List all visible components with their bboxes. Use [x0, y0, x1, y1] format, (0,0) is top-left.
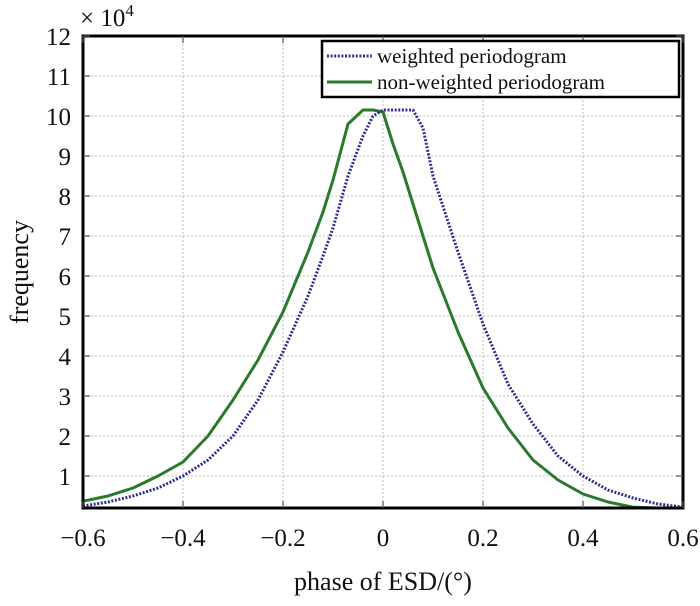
- x-tick-label: 0: [377, 525, 390, 552]
- x-tick-label: 0.4: [567, 525, 599, 552]
- x-axis-title: phase of ESD/(°): [294, 567, 472, 596]
- x-tick-label: 0.6: [667, 525, 698, 552]
- legend-label-non-weighted: non-weighted periodogram: [377, 70, 605, 94]
- x-tick-label: −0.4: [160, 525, 206, 552]
- x-tick-labels: −0.6 −0.4 −0.2 0 0.2 0.4 0.6: [60, 525, 698, 552]
- x-tick-label: 0.2: [467, 525, 498, 552]
- y-tick-label: 5: [59, 304, 72, 331]
- y-tick-label: 8: [59, 184, 72, 211]
- x-tick-label: −0.2: [260, 525, 305, 552]
- y-multiplier: × 104: [80, 1, 134, 32]
- y-tick-label: 12: [46, 24, 71, 51]
- y-tick-label: 1: [59, 464, 72, 491]
- y-tick-label: 9: [59, 144, 72, 171]
- legend: weighted periodogram non-weighted period…: [322, 41, 679, 97]
- grid: [83, 36, 683, 508]
- y-tick-label: 11: [47, 64, 71, 91]
- y-multiplier-exponent: 4: [125, 1, 134, 20]
- y-tick-label: 7: [59, 224, 72, 251]
- y-tick-label: 2: [59, 424, 72, 451]
- x-tick-label: −0.6: [60, 525, 105, 552]
- y-multiplier-base: × 10: [80, 5, 125, 32]
- y-tick-label: 3: [59, 384, 72, 411]
- y-axis-title: frequency: [5, 220, 34, 324]
- legend-label-weighted: weighted periodogram: [377, 44, 567, 68]
- y-tick-label: 6: [59, 264, 72, 291]
- y-tick-label: 4: [59, 344, 72, 371]
- y-tick-label: 10: [46, 104, 71, 131]
